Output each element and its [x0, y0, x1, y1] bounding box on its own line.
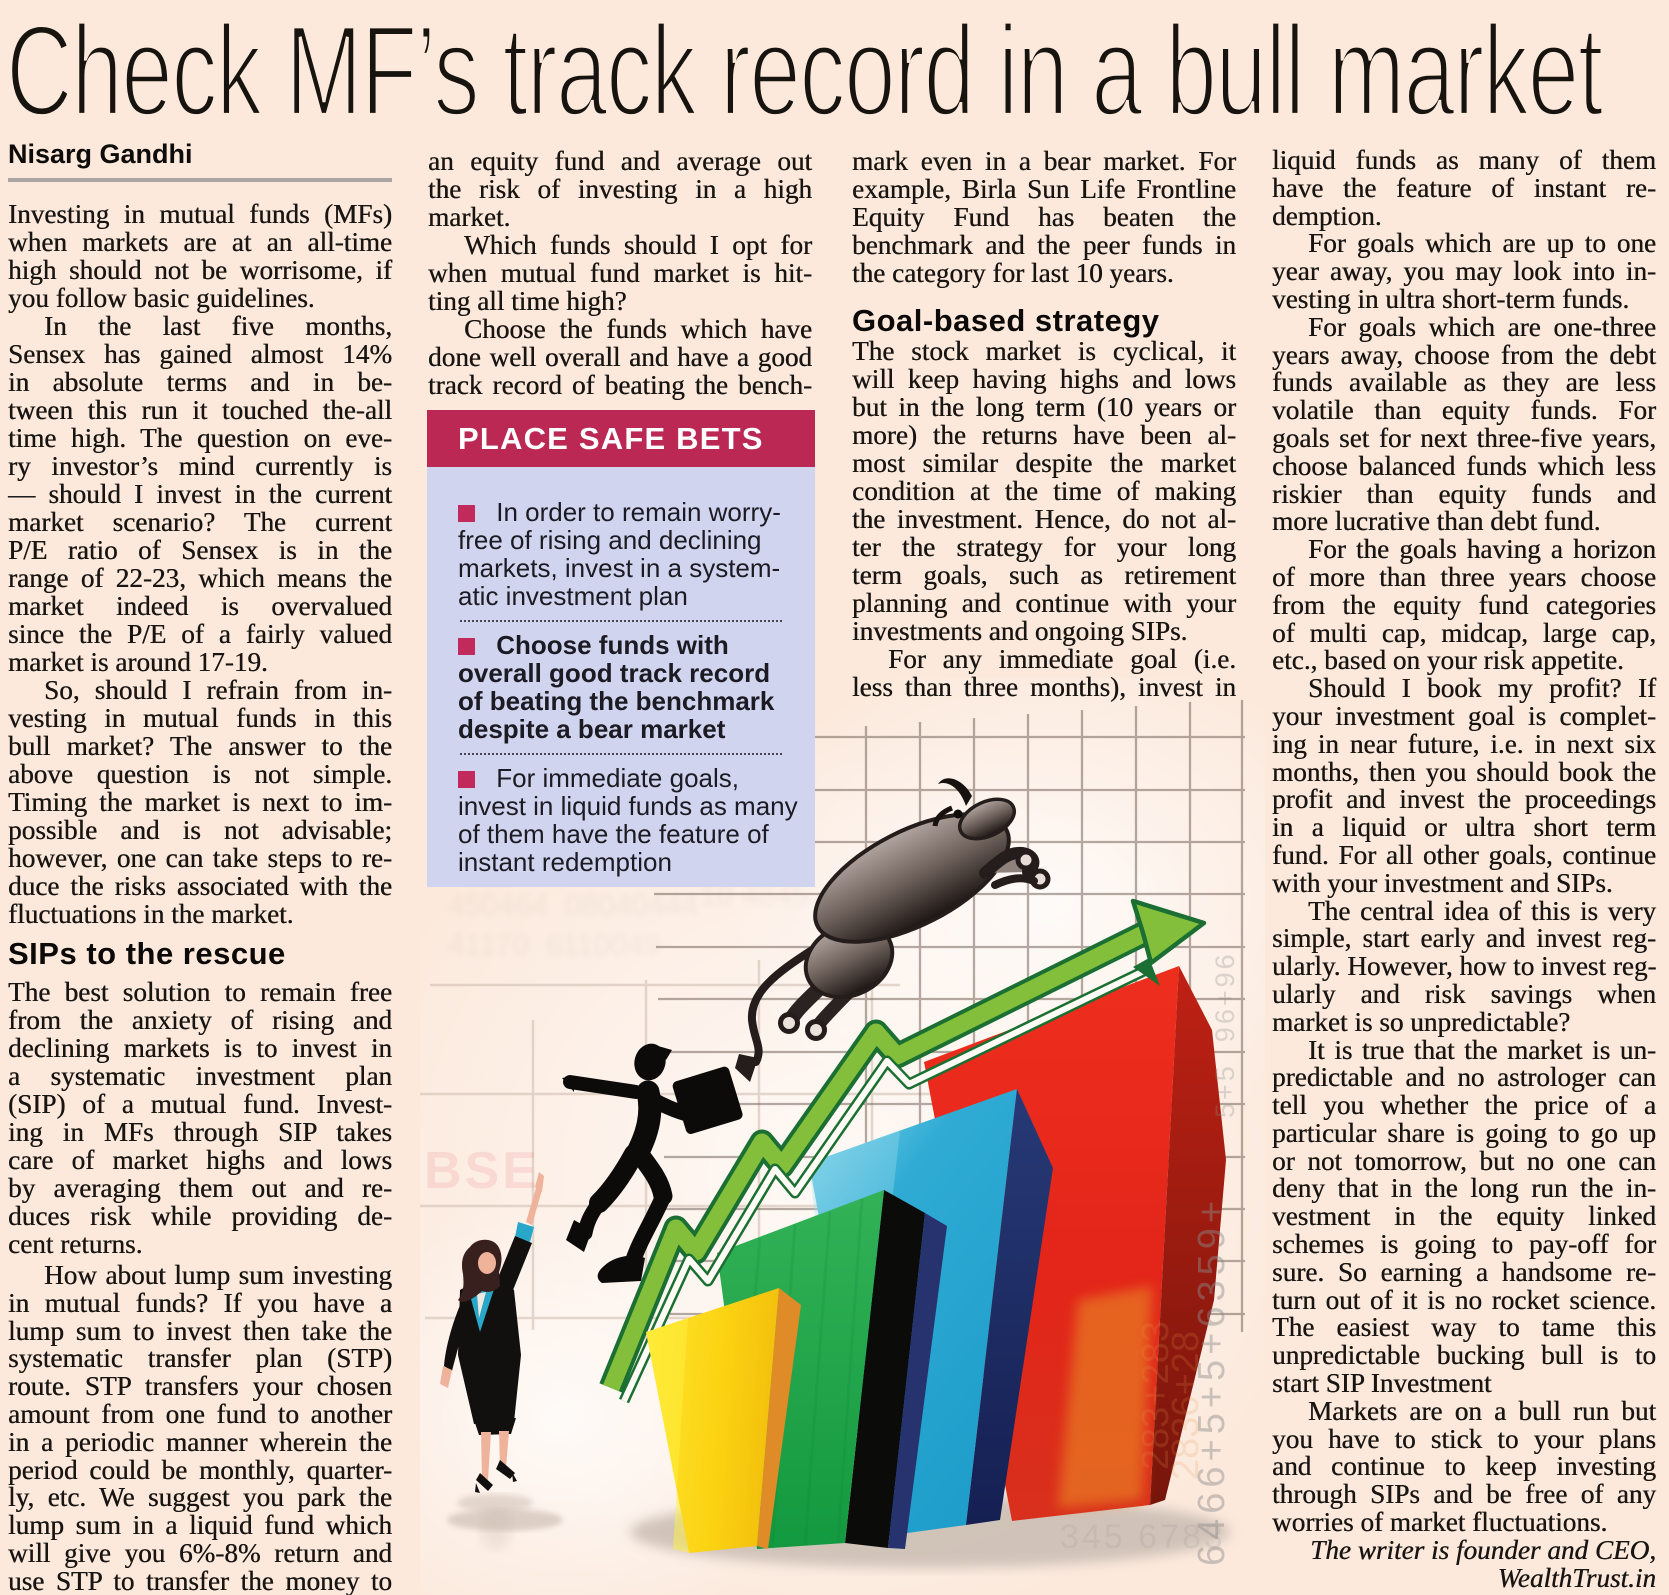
svg-text:41170 6110049: 41170 6110049: [448, 929, 660, 962]
svg-text:6466+5+5+6359+: 6466+5+5+6359+: [1191, 1196, 1233, 1566]
svg-text:2836+28: 2836+28: [1165, 1331, 1207, 1480]
svg-text:BSE: BSE: [424, 1142, 540, 1200]
svg-text:283+283: 283+283: [1135, 1321, 1177, 1470]
svg-text:5+5 96+96: 5+5 96+96: [1210, 951, 1240, 1118]
svg-text:345 6783: 345 6783: [1060, 1518, 1226, 1556]
